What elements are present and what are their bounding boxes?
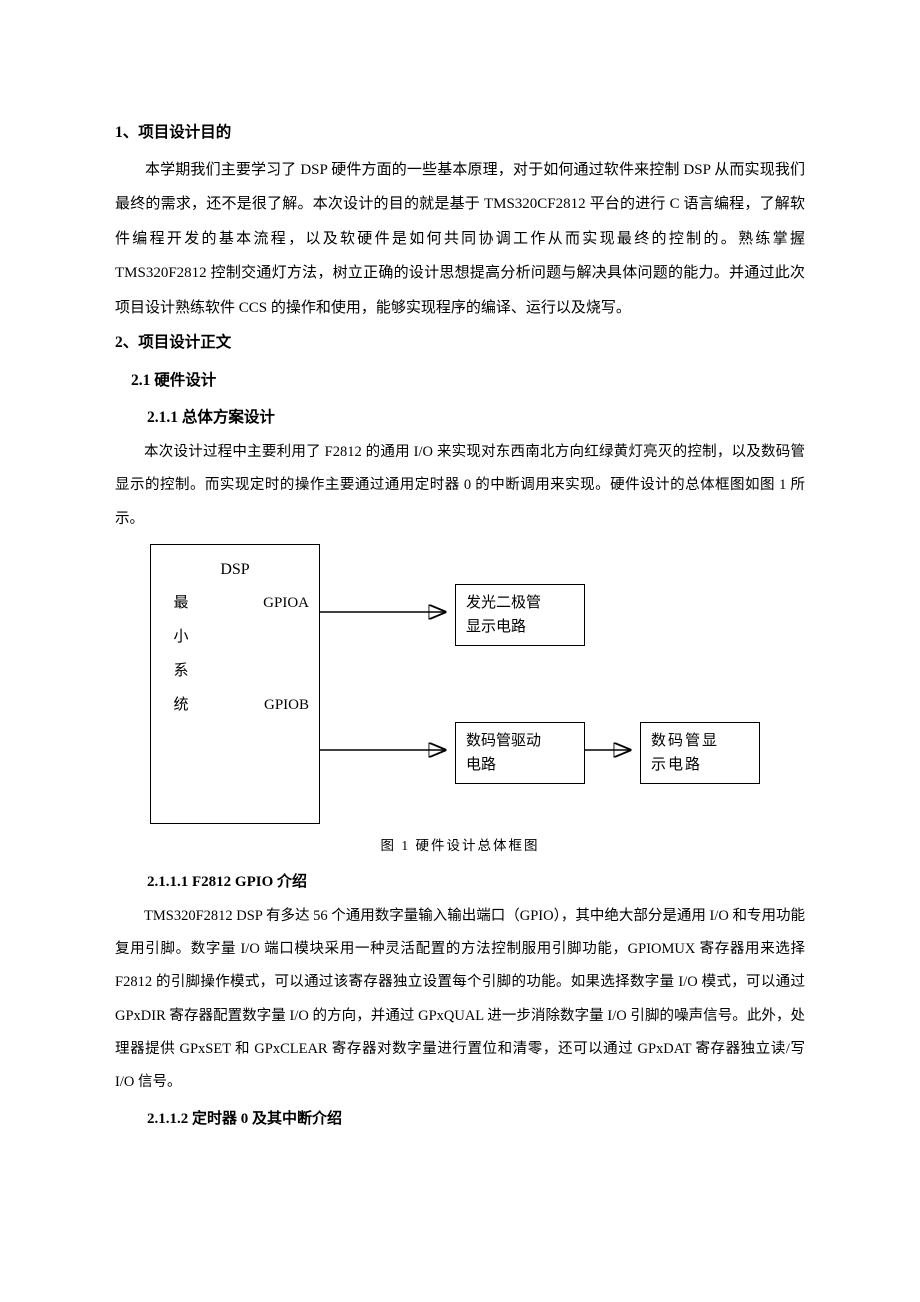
- section-2-1-1-1-title: 2.1.1.1 F2812 GPIO 介绍: [115, 865, 805, 900]
- driver-circuit-box: 数码管驱动 电路: [455, 722, 585, 784]
- figure-caption: 图 1 硬件设计总体框图: [381, 830, 540, 861]
- block-diagram: DSP 最 GPIOA 小 系 统 GPIOB: [150, 544, 770, 824]
- box-text: 数码管驱动: [466, 729, 574, 753]
- section-1-title: 1、项目设计目的: [115, 115, 805, 151]
- box-text: 显示电路: [466, 615, 574, 639]
- port-b-label: GPIOB: [249, 693, 309, 717]
- led-display-box: 发光二极管 显示电路: [455, 584, 585, 646]
- dsp-label: 最: [161, 591, 201, 615]
- dsp-label: 系: [161, 659, 201, 683]
- section-2-title: 2、项目设计正文: [115, 325, 805, 361]
- arrow-icon: [320, 740, 455, 760]
- section-2-1-1-title: 2.1.1 总体方案设计: [115, 400, 805, 436]
- dsp-label: 小: [161, 625, 201, 649]
- section-2-1-1-2-title: 2.1.1.2 定时器 0 及其中断介绍: [115, 1102, 805, 1137]
- box-text: 数码管显: [651, 729, 749, 753]
- port-a-label: GPIOA: [249, 591, 309, 615]
- arrow-icon: [585, 740, 640, 760]
- dsp-system-box: DSP 最 GPIOA 小 系 统 GPIOB: [150, 544, 320, 824]
- dsp-label: 统: [161, 693, 201, 717]
- arrow-icon: [320, 602, 455, 622]
- section-2-1-title: 2.1 硬件设计: [115, 363, 805, 399]
- display-circuit-box: 数码管显 示电路: [640, 722, 760, 784]
- box-text: 发光二极管: [466, 591, 574, 615]
- figure-1-container: DSP 最 GPIOA 小 系 统 GPIOB: [115, 544, 805, 861]
- section-2-1-1-1-paragraph: TMS320F2812 DSP 有多达 56 个通用数字量输入输出端口（GPIO…: [115, 900, 805, 1100]
- box-text: 示电路: [651, 753, 749, 777]
- dsp-title: DSP: [161, 557, 309, 583]
- section-2-1-1-paragraph: 本次设计过程中主要利用了 F2812 的通用 I/O 来实现对东西南北方向红绿黄…: [115, 436, 805, 536]
- section-1-paragraph: 本学期我们主要学习了 DSP 硬件方面的一些基本原理，对于如何通过软件来控制 D…: [115, 153, 805, 326]
- box-text: 电路: [466, 753, 574, 777]
